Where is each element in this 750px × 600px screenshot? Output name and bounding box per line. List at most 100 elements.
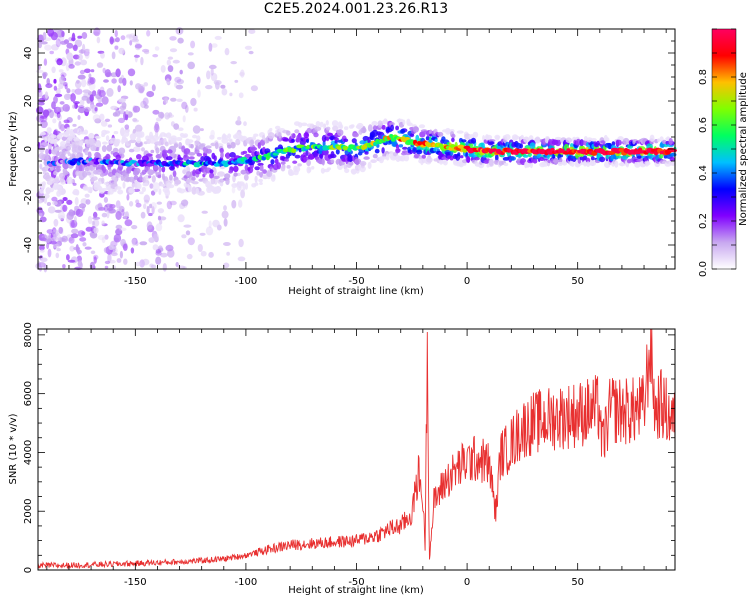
- noise-speckle: [117, 85, 121, 93]
- ridge-cell: [481, 142, 485, 149]
- ridge-cell: [570, 161, 575, 167]
- noise-speckle: [142, 97, 149, 106]
- ridge-cell: [421, 154, 426, 159]
- ridge-cell: [169, 174, 173, 181]
- ridge-cell: [371, 129, 379, 137]
- ridge-cell: [371, 120, 378, 127]
- noise-speckle: [122, 211, 128, 220]
- noise-speckle: [104, 260, 111, 265]
- colorbar: 0.0 0.2 0.4 0.6 0.8 Normalized spectral ampl…: [698, 28, 749, 277]
- ridge-cell: [331, 120, 339, 127]
- noise-speckle: [179, 69, 183, 75]
- noise-speckle: [118, 98, 126, 103]
- noise-speckle: [91, 220, 95, 226]
- noise-speckle: [132, 146, 141, 153]
- ridge-cell: [214, 142, 219, 150]
- ridge-cell: [62, 171, 69, 175]
- ridge-cell: [409, 149, 413, 155]
- noise-speckle: [191, 186, 197, 195]
- noise-speckle: [81, 231, 86, 236]
- ridge-cell: [579, 139, 584, 147]
- ridge-cell: [504, 134, 511, 141]
- ridge-cell: [196, 153, 203, 157]
- ridge-cell: [158, 166, 162, 173]
- ridge-cell: [161, 166, 166, 173]
- ridge-cell: [513, 135, 520, 140]
- ridge-cell: [367, 136, 371, 144]
- noise-speckle: [143, 82, 149, 87]
- noise-speckle: [157, 215, 162, 221]
- noise-speckle: [132, 117, 138, 122]
- ridge-cell: [252, 136, 256, 141]
- ridge-cell: [600, 140, 606, 144]
- x-tick-label: -50: [348, 577, 364, 588]
- ridge-cell: [270, 159, 275, 165]
- noise-speckle: [80, 198, 88, 205]
- noise-speckle: [172, 59, 180, 64]
- noise-speckle: [200, 250, 207, 257]
- noise-speckle: [59, 198, 63, 205]
- ridge-cell: [383, 118, 388, 124]
- ridge-cell: [282, 138, 290, 142]
- noise-speckle: [45, 83, 53, 89]
- noise-speckle: [66, 42, 74, 49]
- ridge-cell: [552, 159, 560, 163]
- ridge-cell: [400, 128, 406, 134]
- noise-speckle: [89, 77, 96, 85]
- noise-speckle: [63, 119, 70, 124]
- noise-speckle: [66, 199, 73, 205]
- noise-speckle: [155, 249, 162, 254]
- ridge-cell: [495, 153, 499, 162]
- ridge-cell: [262, 169, 267, 174]
- noise-speckle: [248, 29, 256, 34]
- noise-speckle: [75, 208, 84, 217]
- noise-speckle: [197, 190, 205, 196]
- ridge-cell: [93, 145, 97, 150]
- ridge-cell: [374, 148, 380, 154]
- noise-speckle: [146, 91, 155, 98]
- noise-speckle: [77, 105, 85, 109]
- noise-speckle: [176, 98, 183, 103]
- ridge-cell: [451, 137, 455, 143]
- ridge-cell: [344, 168, 350, 174]
- ridge-cell: [142, 176, 146, 184]
- y-tick-label: 6000: [23, 381, 34, 406]
- noise-speckle: [82, 43, 86, 53]
- x-tick-label: -100: [235, 276, 258, 287]
- ridge-cell: [599, 156, 606, 163]
- ridge-cell: [280, 161, 286, 165]
- noise-speckle: [80, 59, 88, 66]
- ridge-cell: [187, 185, 192, 193]
- ridge-cell: [286, 165, 291, 169]
- noise-speckle: [205, 226, 214, 236]
- noise-speckle: [167, 56, 174, 60]
- x-tick-label: -150: [124, 577, 147, 588]
- noise-speckle: [46, 202, 52, 206]
- ridge-cell: [523, 136, 530, 143]
- ridge-cell: [284, 158, 289, 162]
- ridge-cell: [409, 133, 415, 138]
- ridge-cell: [267, 132, 275, 139]
- ridge-cell: [474, 156, 480, 161]
- noise-speckle: [119, 105, 127, 111]
- noise-speckle: [40, 120, 48, 129]
- noise-speckle: [40, 257, 48, 263]
- ridge-cell: [58, 132, 64, 136]
- noise-speckle: [187, 52, 194, 56]
- noise-speckle: [70, 93, 76, 102]
- noise-speckle: [65, 63, 70, 72]
- noise-speckle: [51, 196, 58, 202]
- noise-speckle: [87, 215, 93, 225]
- ridge-cell: [326, 167, 332, 171]
- colorbar-tick-label: 0.0: [698, 261, 709, 277]
- noise-speckle: [106, 210, 110, 219]
- ridge-cell: [319, 153, 324, 160]
- ridge-cell: [217, 136, 222, 140]
- ridge-cell: [262, 134, 266, 141]
- noise-speckle: [143, 104, 149, 109]
- ridge-cell: [192, 134, 198, 139]
- noise-speckle: [114, 45, 119, 50]
- noise-speckle: [56, 248, 61, 252]
- ridge-cell: [370, 159, 377, 164]
- noise-speckle: [73, 101, 80, 105]
